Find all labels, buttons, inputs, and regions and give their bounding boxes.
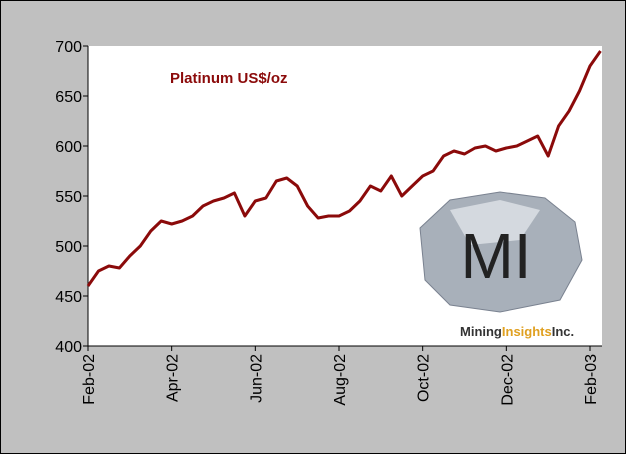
x-tick-label: Feb-03 xyxy=(583,354,600,405)
logo-text: MiningInsightsInc. xyxy=(460,324,574,339)
x-tick-label: Dec-02 xyxy=(499,354,516,406)
y-tick-label: 450 xyxy=(55,289,82,306)
x-tick-label: Feb-02 xyxy=(81,354,98,405)
x-tick-label: Jun-02 xyxy=(248,354,265,403)
logo-part: Inc. xyxy=(552,324,574,339)
x-tick-label: Apr-02 xyxy=(165,354,182,402)
chart: MI MiningInsightsInc. Platinum US$/oz 40… xyxy=(0,0,626,454)
y-tick-label: 550 xyxy=(55,189,82,206)
logo-part: Insights xyxy=(502,324,552,339)
x-tick-label: Oct-02 xyxy=(416,354,433,402)
chart-title: Platinum US$/oz xyxy=(170,70,288,87)
x-tick-label: Aug-02 xyxy=(332,354,349,406)
y-tick-label: 700 xyxy=(55,39,82,56)
y-tick-label: 500 xyxy=(55,239,82,256)
y-tick-label: 600 xyxy=(55,139,82,156)
logo-mark: MI xyxy=(460,220,531,292)
logo-part: Mining xyxy=(460,324,502,339)
y-tick-label: 400 xyxy=(55,339,82,356)
y-tick-label: 650 xyxy=(55,89,82,106)
